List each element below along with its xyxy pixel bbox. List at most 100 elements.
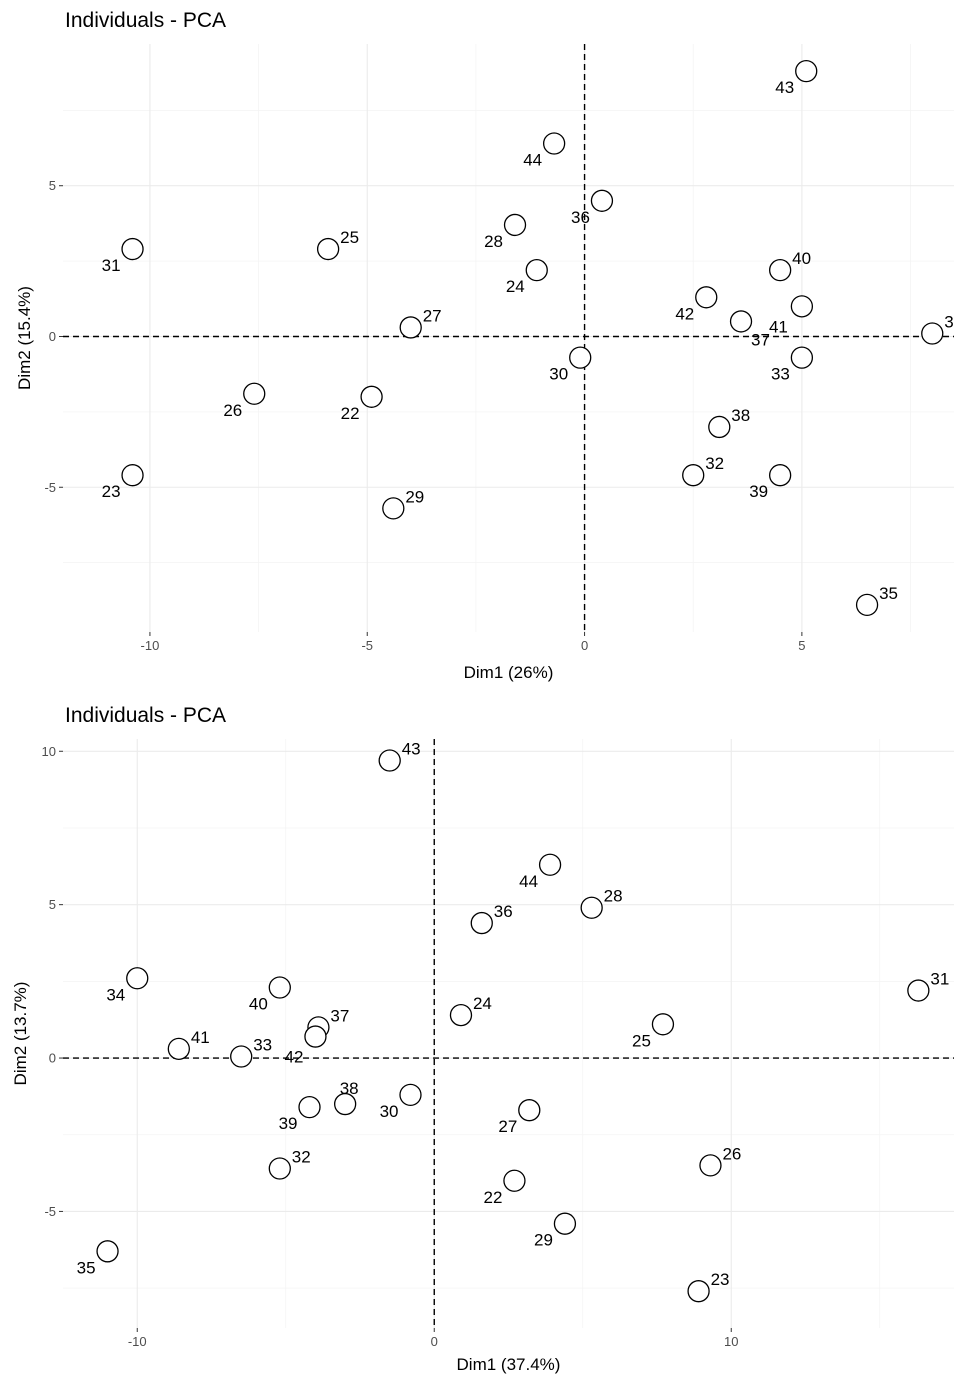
point-label-35: 35: [879, 584, 898, 603]
x-tick-label: -10: [128, 1334, 147, 1349]
point-label-33: 33: [771, 365, 790, 384]
point-44: [538, 853, 562, 876]
point-35: [855, 593, 879, 617]
point-33: [230, 1045, 253, 1068]
point-25: [651, 1013, 675, 1036]
point-39: [768, 464, 792, 487]
pca-panel-2: -10 0 10 -5 0 5 10 43 44 28 36 34 31 40 24 25 37 42 41 33 30…: [11, 704, 954, 1374]
point-label-36: 36: [571, 208, 590, 227]
point-label-23: 23: [102, 482, 121, 501]
point-label-39: 39: [279, 1114, 298, 1133]
point-34: [126, 967, 149, 990]
point-30: [569, 346, 592, 369]
point-27: [399, 316, 422, 339]
point-label-34: 34: [106, 985, 125, 1004]
point-27: [518, 1099, 541, 1122]
y-tick-label: 0: [49, 1051, 56, 1066]
point-32: [268, 1157, 291, 1180]
point-label-37: 37: [330, 1006, 349, 1025]
point-label-41: 41: [769, 317, 788, 336]
point-label-42: 42: [675, 304, 694, 323]
x-tick-label: 0: [581, 638, 588, 653]
point-26: [243, 382, 266, 405]
point-label-35: 35: [77, 1258, 96, 1277]
y-tick-label: 10: [42, 744, 56, 759]
point-label-26: 26: [223, 401, 242, 420]
chart-title: Individuals - PCA: [65, 9, 226, 32]
x-axis-title: Dim1 (37.4%): [457, 1355, 561, 1374]
x-axis-title: Dim1 (26%): [464, 663, 554, 682]
y-tick-label: 0: [49, 329, 56, 344]
point-31: [121, 237, 144, 261]
point-label-24: 24: [473, 994, 492, 1013]
point-label-28: 28: [604, 887, 623, 906]
point-23: [687, 1280, 710, 1303]
point-38: [708, 415, 731, 439]
point-36: [590, 189, 614, 212]
point-33: [790, 346, 814, 369]
point-label-32: 32: [292, 1147, 311, 1166]
y-axis-title: Dim2 (13.7%): [11, 982, 30, 1086]
point-label-24: 24: [506, 277, 525, 296]
point-28: [503, 213, 527, 237]
point-label-40: 40: [792, 249, 811, 268]
point-label-29: 29: [534, 1231, 553, 1250]
point-22: [503, 1169, 526, 1192]
x-tick-label: 0: [431, 1334, 438, 1349]
point-29: [553, 1212, 577, 1235]
point-label-29: 29: [405, 487, 424, 506]
point-label-22: 22: [484, 1188, 503, 1207]
point-label-36: 36: [494, 902, 513, 921]
point-26: [699, 1154, 722, 1177]
point-label-34: 34: [944, 312, 954, 331]
x-tick-label: -10: [141, 638, 160, 653]
point-label-32: 32: [705, 454, 724, 473]
point-44: [542, 132, 566, 155]
point-40: [268, 976, 291, 999]
point-label-39: 39: [749, 482, 768, 501]
point-41: [167, 1037, 190, 1060]
point-label-28: 28: [484, 232, 503, 251]
point-label-31: 31: [930, 970, 949, 989]
point-label-44: 44: [519, 872, 538, 891]
x-tick-label: 10: [724, 1334, 738, 1349]
point-30: [399, 1083, 422, 1107]
point-23: [121, 464, 144, 487]
chart-title: Individuals - PCA: [65, 704, 226, 727]
y-tick-label: 5: [49, 178, 56, 193]
point-29: [382, 497, 405, 520]
point-39: [298, 1095, 321, 1119]
point-label-43: 43: [775, 78, 794, 97]
point-label-30: 30: [549, 365, 568, 384]
point-43: [795, 59, 818, 83]
point-label-33: 33: [253, 1036, 272, 1055]
point-label-38: 38: [340, 1079, 359, 1098]
y-tick-label: -5: [44, 480, 56, 495]
point-label-25: 25: [632, 1031, 651, 1050]
point-37: [729, 310, 753, 333]
point-label-42: 42: [285, 1048, 304, 1067]
y-tick-label: -5: [44, 1204, 56, 1219]
point-label-25: 25: [340, 228, 359, 247]
x-tick-label: 5: [798, 638, 805, 653]
point-label-23: 23: [711, 1270, 730, 1289]
point-28: [580, 896, 603, 919]
point-label-27: 27: [423, 306, 442, 325]
point-label-38: 38: [731, 406, 750, 425]
point-label-22: 22: [341, 404, 360, 423]
point-label-26: 26: [722, 1144, 741, 1163]
point-label-44: 44: [523, 151, 542, 170]
point-42: [695, 286, 718, 309]
point-label-30: 30: [380, 1102, 399, 1121]
point-label-27: 27: [498, 1117, 517, 1136]
point-42: [304, 1025, 327, 1048]
point-35: [96, 1240, 119, 1263]
point-38: [333, 1092, 357, 1116]
point-32: [682, 464, 705, 487]
point-31: [907, 979, 930, 1002]
point-43: [378, 749, 401, 772]
point-40: [768, 259, 792, 282]
point-41: [790, 295, 814, 318]
